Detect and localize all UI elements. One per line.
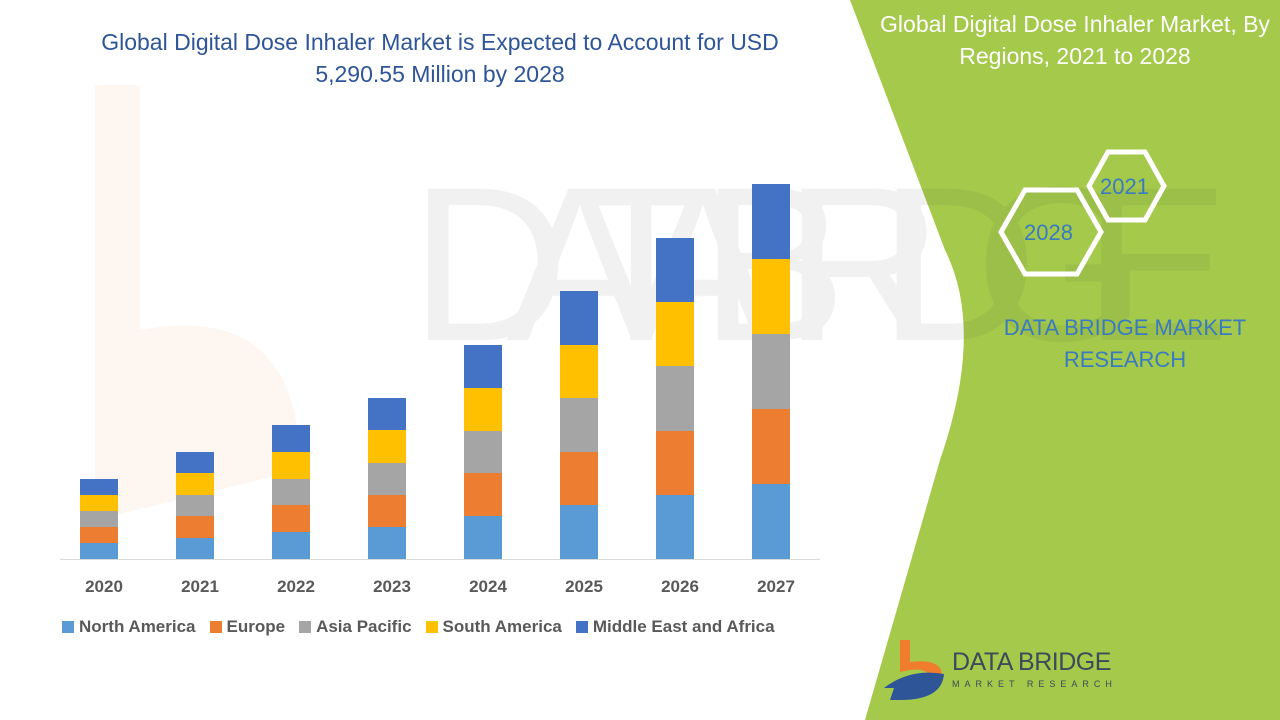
hexagon-2028 [998, 187, 1104, 277]
bar-segment-north-america-2027 [752, 484, 790, 559]
bar-segment-europe-2025 [560, 452, 598, 505]
bar-segment-asia-pacific-2024 [464, 431, 502, 473]
x-tick-label: 2021 [181, 577, 219, 596]
legend-swatch [62, 621, 74, 633]
hex-label-2021: 2021 [1100, 174, 1149, 199]
bar-segment-south-america-2026 [656, 302, 694, 366]
legend-swatch [209, 621, 222, 633]
bar-segment-middle-east-and-africa-2020 [80, 479, 118, 495]
bar-segment-south-america-2025 [560, 345, 598, 398]
bar-segment-europe-2022 [272, 505, 310, 532]
legend-label: Europe [226, 617, 286, 636]
bar-segment-south-america-2021 [176, 473, 214, 495]
side-panel-title: Global Digital Dose Inhaler Market, By R… [880, 11, 1270, 69]
bar-segment-middle-east-and-africa-2026 [656, 238, 694, 302]
x-tick-label: 2025 [565, 577, 603, 596]
bar-segment-asia-pacific-2026 [656, 366, 694, 431]
bar-segment-europe-2021 [176, 516, 214, 538]
legend: North America Europe Asia Pacific South Ame… [62, 617, 775, 637]
hex-label-2028: 2028 [1024, 220, 1073, 245]
bar-segment-south-america-2022 [272, 452, 310, 479]
bar-segment-middle-east-and-africa-2023 [368, 398, 406, 430]
data-bridge-logo-icon [884, 640, 944, 700]
green-side-panel [850, 0, 1280, 720]
bar-segment-middle-east-and-africa-2027 [752, 184, 790, 259]
bar-segment-middle-east-and-africa-2024 [464, 345, 502, 388]
legend-label: South America [442, 617, 562, 636]
x-tick-label: 2026 [661, 577, 699, 596]
bar-segment-north-america-2025 [560, 505, 598, 559]
bar-segment-north-america-2024 [464, 516, 502, 559]
bar-segment-middle-east-and-africa-2021 [176, 452, 214, 473]
bar-segment-north-america-2022 [272, 532, 310, 559]
bar-segment-asia-pacific-2025 [560, 398, 598, 452]
x-tick-label: 2020 [85, 577, 123, 596]
bar-segment-asia-pacific-2020 [80, 511, 118, 527]
chart-title: Global Digital Dose Inhaler Market is Ex… [101, 29, 779, 87]
bar-segment-asia-pacific-2023 [368, 463, 406, 495]
legend-swatch [299, 621, 312, 633]
brand-text: DATA BRIDGE MARKET RESEARCH [1003, 315, 1247, 372]
logo-text: DATA BRIDGE [952, 648, 1111, 676]
bar-segment-south-america-2020 [80, 495, 118, 511]
bar-segment-middle-east-and-africa-2022 [272, 425, 310, 452]
x-tick-label: 2024 [469, 577, 507, 596]
legend-label: Middle East and Africa [592, 617, 775, 636]
legend-swatch [575, 621, 588, 633]
legend-item: North America [62, 617, 196, 637]
x-tick-label: 2023 [373, 577, 411, 596]
x-tick-label: 2027 [757, 577, 795, 596]
legend-swatch [425, 621, 438, 633]
x-tick-label: 2022 [277, 577, 315, 596]
legend-label: North America [79, 617, 196, 636]
bar-segment-europe-2024 [464, 473, 502, 516]
bar-segment-europe-2023 [368, 495, 406, 527]
bar-segment-north-america-2021 [176, 538, 214, 559]
bar-segment-asia-pacific-2022 [272, 479, 310, 505]
bar-segment-asia-pacific-2027 [752, 334, 790, 409]
legend-item: Europe [209, 617, 286, 637]
bar-segment-europe-2026 [656, 431, 694, 495]
bar-segment-north-america-2020 [80, 543, 118, 559]
bar-segment-middle-east-and-africa-2025 [560, 291, 598, 345]
hexagon-2021 [1086, 149, 1167, 223]
bar-segment-asia-pacific-2021 [176, 495, 214, 516]
bar-segment-south-america-2027 [752, 259, 790, 334]
logo-subtext: MARKET RESEARCH [952, 679, 1117, 689]
legend-label: Asia Pacific [316, 617, 412, 636]
bar-segment-north-america-2026 [656, 495, 694, 559]
legend-item: Asia Pacific [299, 617, 412, 637]
bar-segment-south-america-2023 [368, 430, 406, 463]
bar-segment-north-america-2023 [368, 527, 406, 559]
legend-item: Middle East and Africa [575, 617, 775, 637]
bar-segment-south-america-2024 [464, 388, 502, 431]
bar-segment-europe-2027 [752, 409, 790, 484]
bar-segment-europe-2020 [80, 527, 118, 543]
legend-item: South America [425, 617, 562, 637]
